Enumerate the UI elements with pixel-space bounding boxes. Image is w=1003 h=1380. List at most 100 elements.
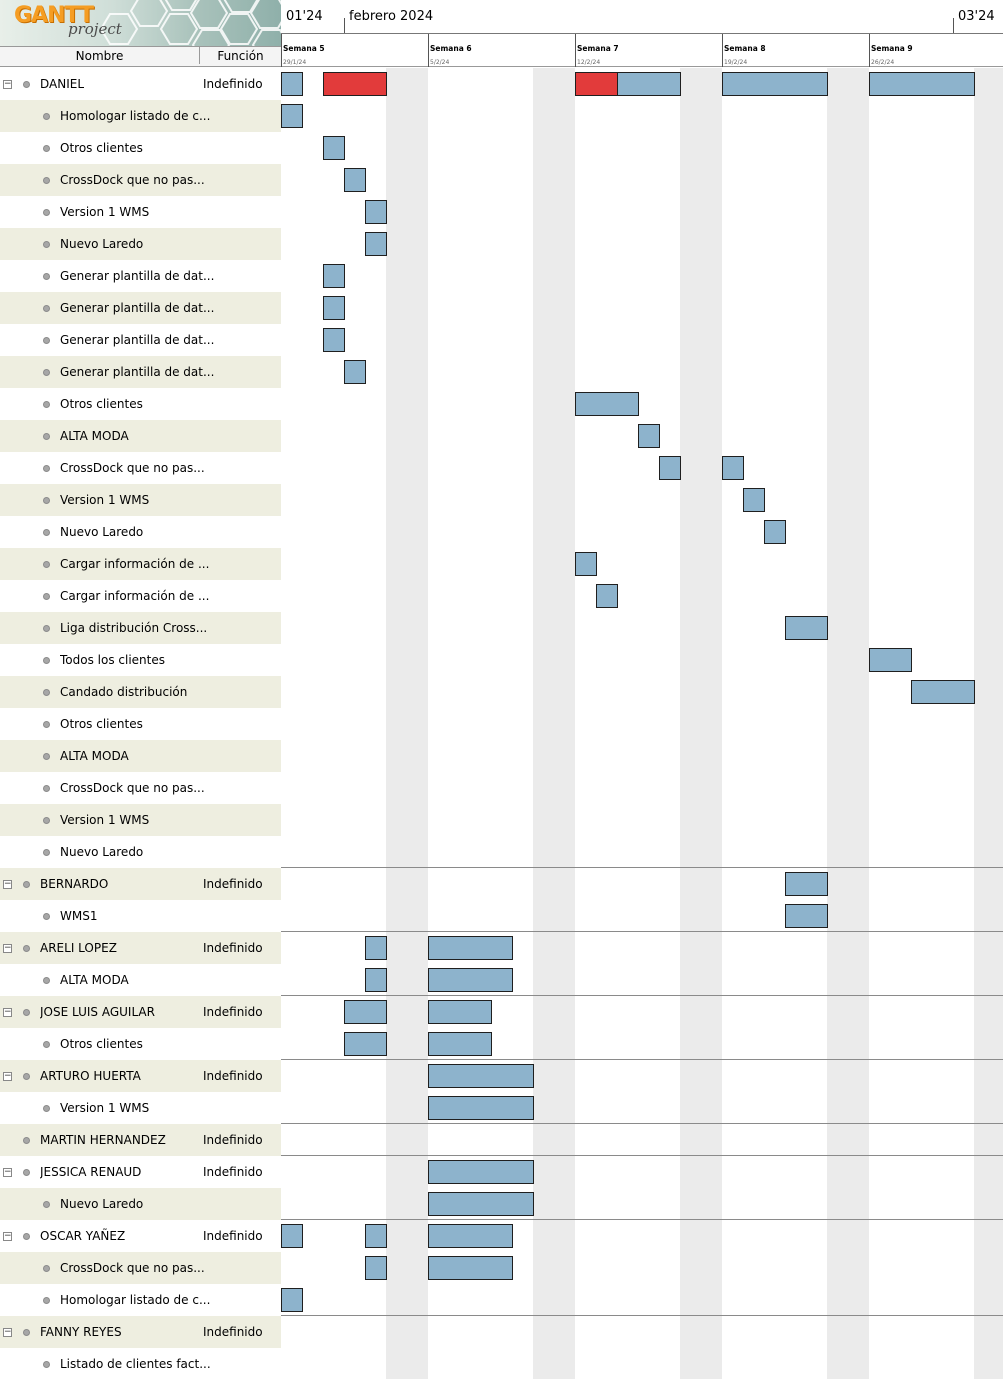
resource-row[interactable]: − OSCAR YAÑEZ Indefinido bbox=[0, 1220, 281, 1252]
assignment-row[interactable]: Listado de clientes fact... bbox=[0, 1348, 281, 1380]
task-bar[interactable] bbox=[575, 552, 597, 576]
ganttproject-logo: GANTT project bbox=[0, 0, 281, 46]
resource-row[interactable]: − BERNARDO Indefinido bbox=[0, 868, 281, 900]
assignment-row[interactable]: ALTA MODA bbox=[0, 964, 281, 996]
assignment-row[interactable]: Cargar información de ... bbox=[0, 548, 281, 580]
assignment-row[interactable]: Nuevo Laredo bbox=[0, 516, 281, 548]
task-bar[interactable] bbox=[428, 1032, 492, 1056]
task-bar[interactable] bbox=[344, 1000, 387, 1024]
task-bar[interactable] bbox=[785, 616, 828, 640]
task-bar[interactable] bbox=[323, 296, 345, 320]
task-bar[interactable] bbox=[638, 424, 660, 448]
task-bar[interactable] bbox=[281, 1288, 303, 1312]
assignment-row[interactable]: Homologar listado de c... bbox=[0, 1284, 281, 1316]
collapse-toggle-icon[interactable]: − bbox=[3, 1231, 12, 1241]
assignment-row[interactable]: Generar plantilla de dat... bbox=[0, 356, 281, 388]
task-bar[interactable] bbox=[869, 72, 975, 96]
assignment-name: Nuevo Laredo bbox=[60, 845, 144, 859]
task-bar[interactable] bbox=[911, 680, 975, 704]
assignment-row[interactable]: Nuevo Laredo bbox=[0, 228, 281, 260]
assignment-row[interactable]: Liga distribución Cross... bbox=[0, 612, 281, 644]
assignment-row[interactable]: Candado distribución bbox=[0, 676, 281, 708]
bullet-icon bbox=[23, 881, 30, 888]
assignment-row[interactable]: Nuevo Laredo bbox=[0, 1188, 281, 1220]
task-bar[interactable] bbox=[365, 936, 387, 960]
assignment-row[interactable]: CrossDock que no pas... bbox=[0, 164, 281, 196]
task-bar[interactable] bbox=[659, 456, 681, 480]
assignment-row[interactable]: Todos los clientes bbox=[0, 644, 281, 676]
assignment-row[interactable]: Homologar listado de c... bbox=[0, 100, 281, 132]
task-bar[interactable] bbox=[743, 488, 765, 512]
column-header-name[interactable]: Nombre bbox=[0, 47, 200, 64]
task-bar[interactable] bbox=[722, 456, 744, 480]
task-bar[interactable] bbox=[323, 136, 345, 160]
task-bar[interactable] bbox=[281, 1224, 303, 1248]
assignment-row[interactable]: Otros clientes bbox=[0, 388, 281, 420]
task-bar[interactable] bbox=[281, 104, 303, 128]
task-bar[interactable] bbox=[323, 264, 345, 288]
task-bar[interactable] bbox=[428, 968, 513, 992]
resource-row[interactable]: − JESSICA RENAUD Indefinido bbox=[0, 1156, 281, 1188]
assignment-row[interactable]: CrossDock que no pas... bbox=[0, 1252, 281, 1284]
critical-task-bar[interactable] bbox=[323, 72, 387, 96]
task-bar[interactable] bbox=[428, 1224, 513, 1248]
task-bar[interactable] bbox=[365, 200, 387, 224]
task-bar[interactable] bbox=[365, 1224, 387, 1248]
task-bar[interactable] bbox=[365, 1256, 387, 1280]
resource-row[interactable]: − ARTURO HUERTA Indefinido bbox=[0, 1060, 281, 1092]
task-bar[interactable] bbox=[323, 328, 345, 352]
task-bar[interactable] bbox=[428, 1256, 513, 1280]
collapse-toggle-icon[interactable]: − bbox=[3, 79, 12, 89]
assignment-row[interactable]: Nuevo Laredo bbox=[0, 836, 281, 868]
task-bar[interactable] bbox=[722, 72, 828, 96]
assignment-row[interactable]: Generar plantilla de dat... bbox=[0, 260, 281, 292]
collapse-toggle-icon[interactable]: − bbox=[3, 943, 12, 953]
task-bar[interactable] bbox=[281, 72, 303, 96]
assignment-row[interactable]: ALTA MODA bbox=[0, 420, 281, 452]
task-bar[interactable] bbox=[428, 936, 513, 960]
collapse-toggle-icon[interactable]: − bbox=[3, 1327, 12, 1337]
collapse-toggle-icon[interactable]: − bbox=[3, 1071, 12, 1081]
critical-task-bar[interactable] bbox=[575, 72, 618, 96]
resource-row[interactable]: − FANNY REYES Indefinido bbox=[0, 1316, 281, 1348]
task-bar[interactable] bbox=[344, 168, 366, 192]
collapse-toggle-icon[interactable]: − bbox=[3, 1167, 12, 1177]
task-bar[interactable] bbox=[764, 520, 786, 544]
resource-row[interactable]: − DANIEL Indefinido bbox=[0, 68, 281, 100]
task-bar[interactable] bbox=[344, 360, 366, 384]
resource-row[interactable]: − JOSE LUIS AGUILAR Indefinido bbox=[0, 996, 281, 1028]
assignment-row[interactable]: Version 1 WMS bbox=[0, 804, 281, 836]
assignment-row[interactable]: ALTA MODA bbox=[0, 740, 281, 772]
task-bar[interactable] bbox=[344, 1032, 387, 1056]
task-bar[interactable] bbox=[428, 1096, 534, 1120]
task-bar[interactable] bbox=[428, 1192, 534, 1216]
assignment-row[interactable]: CrossDock que no pas... bbox=[0, 772, 281, 804]
assignment-row[interactable]: Otros clientes bbox=[0, 132, 281, 164]
collapse-toggle-icon[interactable]: − bbox=[3, 879, 12, 889]
task-bar[interactable] bbox=[785, 904, 828, 928]
assignment-row[interactable]: Version 1 WMS bbox=[0, 484, 281, 516]
task-bar[interactable] bbox=[785, 872, 828, 896]
task-bar[interactable] bbox=[365, 232, 387, 256]
resource-row[interactable]: MARTIN HERNANDEZ Indefinido bbox=[0, 1124, 281, 1156]
task-bar[interactable] bbox=[428, 1000, 492, 1024]
assignment-row[interactable]: WMS1 bbox=[0, 900, 281, 932]
task-bar[interactable] bbox=[428, 1160, 534, 1184]
assignment-row[interactable]: CrossDock que no pas... bbox=[0, 452, 281, 484]
assignment-row[interactable]: Version 1 WMS bbox=[0, 1092, 281, 1124]
assignment-row[interactable]: Generar plantilla de dat... bbox=[0, 292, 281, 324]
assignment-row[interactable]: Cargar información de ... bbox=[0, 580, 281, 612]
assignment-row[interactable]: Generar plantilla de dat... bbox=[0, 324, 281, 356]
assignment-row[interactable]: Otros clientes bbox=[0, 708, 281, 740]
collapse-toggle-icon[interactable]: − bbox=[3, 1007, 12, 1017]
assignment-row[interactable]: Otros clientes bbox=[0, 1028, 281, 1060]
resource-row[interactable]: − ARELI LOPEZ Indefinido bbox=[0, 932, 281, 964]
task-bar[interactable] bbox=[428, 1064, 534, 1088]
task-bar[interactable] bbox=[365, 968, 387, 992]
task-bar[interactable] bbox=[575, 392, 639, 416]
assignment-row[interactable]: Version 1 WMS bbox=[0, 196, 281, 228]
column-header-role[interactable]: Función bbox=[217, 49, 264, 63]
task-bar[interactable] bbox=[596, 584, 618, 608]
task-bar[interactable] bbox=[617, 72, 681, 96]
task-bar[interactable] bbox=[869, 648, 912, 672]
